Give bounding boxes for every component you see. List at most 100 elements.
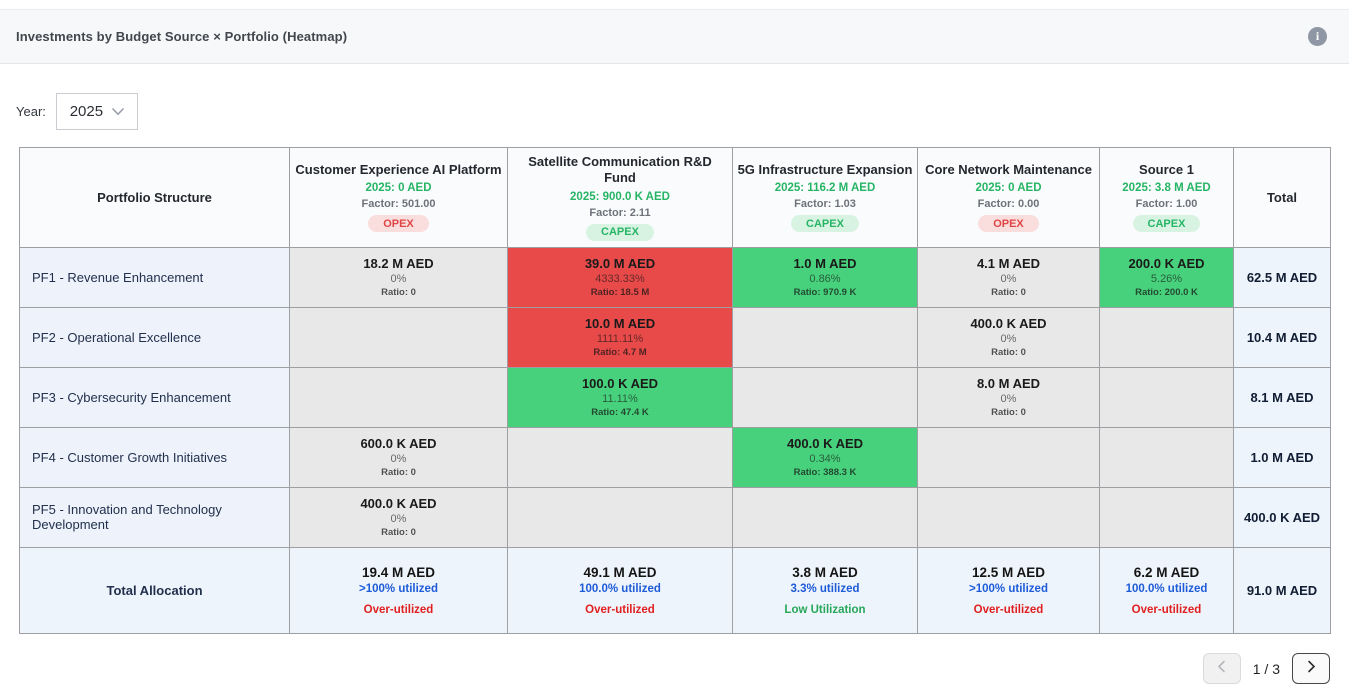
cell-ratio: Ratio: 388.3 K <box>793 467 857 478</box>
column-header-budget-source: Satellite Communication R&D Fund 2025: 9… <box>507 147 733 248</box>
page-indicator: 1 / 3 <box>1252 660 1280 677</box>
column-header-budget-source: Customer Experience AI Platform 2025: 0 … <box>289 147 508 248</box>
cell-amount: 400.0 K AED <box>970 316 1047 331</box>
heatmap-cell[interactable]: 400.0 K AED 0% Ratio: 0 <box>289 486 508 548</box>
heatmap-cell[interactable] <box>732 306 918 368</box>
cell-amount: 1.0 M AED <box>793 256 857 271</box>
budget-source-year-amount: 2025: 3.8 M AED <box>1122 182 1211 195</box>
heatmap-cell[interactable]: 400.0 K AED 0% Ratio: 0 <box>917 306 1100 368</box>
allocation-status: Low Utilization <box>784 603 866 616</box>
cell-ratio: Ratio: 0 <box>381 287 416 298</box>
cell-percent: 1111.11% <box>596 333 644 345</box>
portfolio-row: PF1 - Revenue Enhancement 18.2 M AED 0% … <box>19 246 1331 308</box>
heatmap-cell[interactable]: 1.0 M AED 0.86% Ratio: 970.9 K <box>732 246 918 308</box>
row-total: 400.0 K AED <box>1233 486 1331 548</box>
heatmap-cell[interactable] <box>289 366 508 428</box>
heatmap-cell[interactable] <box>1099 306 1234 368</box>
info-icon[interactable]: i <box>1308 27 1327 46</box>
cell-ratio: Ratio: 970.9 K <box>793 287 857 298</box>
cell-percent: 0% <box>1000 333 1017 345</box>
heatmap-cell[interactable] <box>732 486 918 548</box>
budget-source-year-amount: 2025: 0 AED <box>365 182 432 195</box>
budget-type-badge: CAPEX <box>1132 215 1201 233</box>
heatmap-cell[interactable]: 18.2 M AED 0% Ratio: 0 <box>289 246 508 308</box>
allocation-amount: 6.2 M AED <box>1133 564 1200 580</box>
budget-source-factor: Factor: 0.00 <box>977 198 1040 211</box>
budget-type-badge: CAPEX <box>791 215 859 233</box>
heatmap-cell[interactable]: 39.0 M AED 4333.33% Ratio: 18.5 M <box>507 246 733 308</box>
cell-percent: 11.11% <box>602 393 638 405</box>
heatmap-cell[interactable] <box>1099 426 1234 488</box>
chevron-down-icon <box>112 103 124 121</box>
cell-amount: 39.0 M AED <box>584 256 656 271</box>
cell-amount: 8.0 M AED <box>976 376 1041 391</box>
budget-source-name: Satellite Communication R&D Fund <box>528 154 712 186</box>
cell-amount: 18.2 M AED <box>363 256 434 271</box>
heatmap-cell[interactable] <box>917 426 1100 488</box>
budget-source-year-amount: 2025: 900.0 K AED <box>570 190 670 203</box>
portfolio-row: PF5 - Innovation and Technology Developm… <box>19 486 1331 548</box>
heatmap-cell[interactable] <box>1099 366 1234 428</box>
heatmap-cell[interactable] <box>917 486 1100 548</box>
cell-amount: 400.0 K AED <box>360 496 437 511</box>
prev-page-button[interactable] <box>1202 653 1241 684</box>
chevron-right-icon <box>1307 660 1316 678</box>
portfolio-row-label: PF1 - Revenue Enhancement <box>19 246 290 308</box>
budget-source-name: Source 1 <box>1139 162 1194 178</box>
cell-ratio: Ratio: 18.5 M <box>590 287 650 298</box>
allocation-status: Over-utilized <box>585 603 655 616</box>
cell-amount: 400.0 K AED <box>786 436 864 451</box>
cell-percent: 0.86% <box>809 273 841 285</box>
heatmap-cell[interactable]: 10.0 M AED 1111.11% Ratio: 4.7 M <box>507 306 733 368</box>
cell-amount: 4.1 M AED <box>976 256 1041 271</box>
total-allocation-cell: 19.4 M AED >100% utilized Over-utilized <box>289 546 508 634</box>
allocation-utilized: >100% utilized <box>359 582 438 595</box>
cell-percent: 0% <box>390 513 407 525</box>
row-total: 62.5 M AED <box>1233 246 1331 308</box>
year-select[interactable]: 2025 <box>55 93 138 130</box>
portfolio-row: PF4 - Customer Growth Initiatives 600.0 … <box>19 426 1331 488</box>
heatmap-cell[interactable]: 100.0 K AED 11.11% Ratio: 47.4 K <box>507 366 733 428</box>
cell-amount: 600.0 K AED <box>360 436 437 451</box>
cell-ratio: Ratio: 4.7 M <box>593 347 647 358</box>
budget-source-year-amount: 2025: 116.2 M AED <box>774 182 876 195</box>
cell-ratio: Ratio: 47.4 K <box>591 407 649 418</box>
cell-amount: 100.0 K AED <box>581 376 659 391</box>
cell-ratio: Ratio: 0 <box>381 527 416 538</box>
allocation-status: Over-utilized <box>1131 603 1202 616</box>
budget-source-factor: Factor: 2.11 <box>589 206 651 219</box>
title-bar: Investments by Budget Source × Portfolio… <box>0 9 1349 64</box>
allocation-amount: 12.5 M AED <box>971 564 1046 580</box>
total-allocation-cell: 49.1 M AED 100.0% utilized Over-utilized <box>507 546 733 634</box>
total-allocation-cell: 3.8 M AED 3.3% utilized Low Utilization <box>732 546 918 634</box>
heatmap-cell[interactable] <box>289 306 508 368</box>
heatmap-cell[interactable]: 400.0 K AED 0.34% Ratio: 388.3 K <box>732 426 918 488</box>
year-label: Year: <box>16 104 46 119</box>
budget-type-badge: CAPEX <box>586 223 654 241</box>
allocation-amount: 3.8 M AED <box>792 564 858 580</box>
heatmap-cell[interactable]: 200.0 K AED 5.26% Ratio: 200.0 K <box>1099 246 1234 308</box>
allocation-status: Over-utilized <box>363 603 434 616</box>
next-page-button[interactable] <box>1292 653 1330 684</box>
row-total: 1.0 M AED <box>1233 426 1331 488</box>
cell-ratio: Ratio: 0 <box>991 347 1026 358</box>
table-header-row: Portfolio Structure Customer Experience … <box>19 147 1331 248</box>
allocation-utilized: 100.0% utilized <box>579 582 661 595</box>
portfolio-row-label: PF4 - Customer Growth Initiatives <box>19 426 290 488</box>
cell-ratio: Ratio: 0 <box>991 407 1026 418</box>
heatmap-cell[interactable]: 8.0 M AED 0% Ratio: 0 <box>917 366 1100 428</box>
heatmap-cell[interactable]: 600.0 K AED 0% Ratio: 0 <box>289 426 508 488</box>
heatmap-cell[interactable]: 4.1 M AED 0% Ratio: 0 <box>917 246 1100 308</box>
row-total: 10.4 M AED <box>1233 306 1331 368</box>
budget-type-badge: OPEX <box>978 215 1039 233</box>
total-allocation-cell: 6.2 M AED 100.0% utilized Over-utilized <box>1099 546 1234 634</box>
heatmap-cell[interactable] <box>1099 486 1234 548</box>
allocation-status: Over-utilized <box>973 603 1044 616</box>
total-column-header: Total <box>1233 147 1331 248</box>
heatmap-cell[interactable] <box>507 486 733 548</box>
heatmap-cell[interactable] <box>507 426 733 488</box>
heatmap-cell[interactable] <box>732 366 918 428</box>
column-header-budget-source: Core Network Maintenance 2025: 0 AED Fac… <box>917 147 1100 248</box>
portfolio-row-label: PF2 - Operational Excellence <box>19 306 290 368</box>
allocation-utilized: 3.3% utilized <box>790 582 860 595</box>
